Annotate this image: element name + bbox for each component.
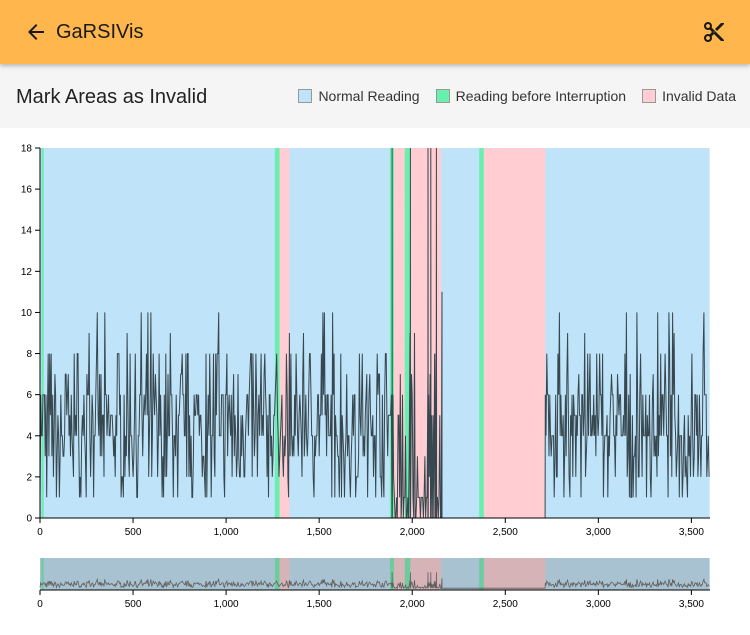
- x-tick-label-3500: 3,500: [679, 527, 704, 538]
- legend-swatch-interruption: [435, 89, 450, 103]
- scissors-icon: [704, 22, 724, 42]
- overview-x-tick-label-3500: 3,500: [679, 599, 704, 610]
- overview-region-interruption-6: [404, 558, 411, 590]
- y-tick-label-10: 10: [21, 308, 33, 319]
- y-tick-label-0: 0: [26, 514, 32, 525]
- chart-legend: Normal Reading Reading before Interrupti…: [282, 87, 736, 105]
- overview-region-interruption-8: [479, 558, 484, 590]
- overview-region-interruption-1: [41, 558, 44, 590]
- overview-plot: 0 500 1,000 1,500 2,000 2,500 3,000 3,500: [37, 558, 710, 610]
- overview-x-tick-label-0: 0: [37, 599, 43, 610]
- page-title: Mark Areas as Invalid: [16, 86, 208, 108]
- y-tick-label-2: 2: [26, 472, 32, 483]
- cut-button[interactable]: [702, 20, 726, 44]
- chart-area: 0 2 4 6 8 10 12 14 16 18 0 500 1,000 1,500 2,000 2,500 3…: [0, 128, 750, 630]
- y-tick-label-14: 14: [21, 226, 33, 237]
- y-tick-label-8: 8: [26, 349, 32, 360]
- y-tick-label-16: 16: [21, 185, 33, 196]
- legend-item-normal: Normal Reading: [298, 88, 420, 104]
- x-tick-label-3000: 3,000: [586, 527, 611, 538]
- region-interruption-1: [41, 148, 44, 518]
- arrow-left-icon: [28, 24, 44, 40]
- overview-x-tick-label-500: 500: [125, 599, 142, 610]
- overview-x-tick-label-2500: 2,500: [493, 599, 518, 610]
- region-invalid-3: [279, 148, 290, 518]
- x-tick-label-500: 500: [125, 527, 142, 538]
- app-bar: GaRSIVis: [0, 0, 750, 64]
- legend-label-normal: Normal Reading: [318, 88, 420, 104]
- chart-toolbar: Mark Areas as Invalid Normal Reading Rea…: [0, 64, 750, 128]
- legend-label-invalid: Invalid Data: [662, 88, 736, 104]
- y-tick-label-4: 4: [26, 431, 32, 442]
- overview-brush-selection[interactable]: [40, 558, 710, 590]
- region-interruption-6: [404, 148, 411, 518]
- line-chart[interactable]: 0 2 4 6 8 10 12 14 16 18 0 500 1,000 1,500 2,000 2,500 3…: [0, 128, 750, 630]
- y-tick-label-18: 18: [21, 144, 33, 155]
- x-tick-label-0: 0: [37, 527, 43, 538]
- x-tick-label-2500: 2,500: [493, 527, 518, 538]
- legend-label-interruption: Reading before Interruption: [455, 88, 627, 104]
- overview-signal-line: [39, 572, 710, 590]
- signal-line: [39, 147, 710, 519]
- y-tick-label-12: 12: [21, 267, 33, 278]
- legend-swatch-invalid: [642, 89, 657, 103]
- main-plot: 0 2 4 6 8 10 12 14 16 18 0 500 1,000 1,500 2,000 2,500 3…: [21, 144, 710, 538]
- x-tick-label-1500: 1,500: [307, 527, 332, 538]
- region-interruption-8: [479, 148, 484, 518]
- overview-region-interruption-2: [274, 558, 280, 590]
- app-title: GaRSIVis: [56, 21, 144, 43]
- y-tick-label-6: 6: [26, 390, 32, 401]
- legend-swatch-normal: [298, 89, 313, 103]
- back-button[interactable]: [24, 20, 48, 44]
- legend-item-interruption: Reading before Interruption: [435, 88, 627, 104]
- overview-x-tick-label-1000: 1,000: [214, 599, 239, 610]
- region-invalid-5: [393, 148, 405, 518]
- x-tick-label-1000: 1,000: [214, 527, 239, 538]
- overview-region-invalid-9: [483, 558, 546, 590]
- overview-region-invalid-5: [393, 558, 405, 590]
- region-interruption-2: [274, 148, 280, 518]
- overview-x-tick-label-2000: 2,000: [400, 599, 425, 610]
- overview-x-tick-label-3000: 3,000: [586, 599, 611, 610]
- region-invalid-9: [483, 148, 546, 518]
- overview-x-tick-label-1500: 1,500: [307, 599, 332, 610]
- legend-item-invalid: Invalid Data: [642, 88, 736, 104]
- overview-region-invalid-3: [279, 558, 290, 590]
- x-tick-label-2000: 2,000: [400, 527, 425, 538]
